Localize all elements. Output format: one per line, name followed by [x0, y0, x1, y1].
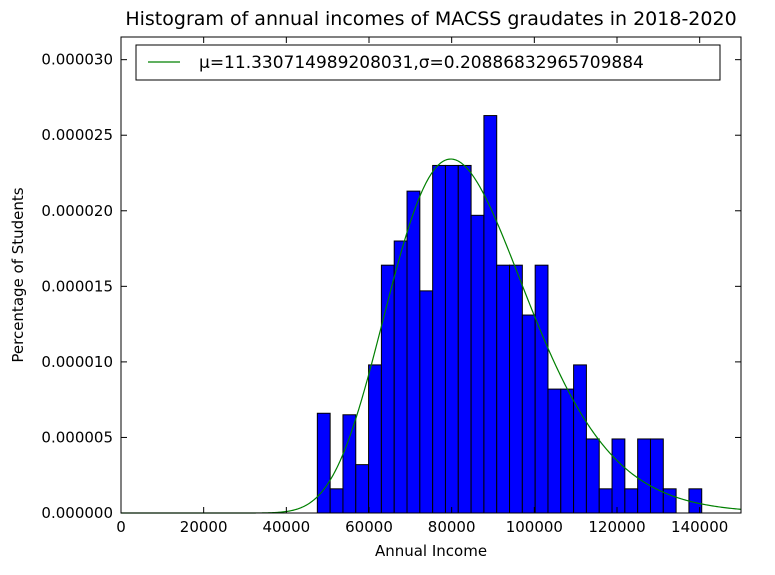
histogram-bar — [470, 214, 485, 514]
histogram-bar — [444, 164, 459, 514]
x-axis-label: Annual Income — [375, 542, 487, 560]
plot-frame — [120, 36, 742, 514]
histogram-bar — [393, 240, 408, 514]
histogram-bar — [432, 164, 446, 514]
x-tick-label: 40000 — [262, 518, 310, 536]
x-tick-label: 120000 — [588, 518, 645, 536]
histogram-bar — [483, 115, 498, 514]
y-tick-label: 0.000010 — [41, 353, 113, 371]
y-tick-label: 0.000015 — [41, 277, 113, 295]
histogram-bar — [649, 438, 664, 514]
histogram-bar — [521, 314, 536, 514]
histogram-bar — [496, 264, 511, 514]
histogram-bar — [598, 488, 613, 514]
x-tick-label: 140000 — [671, 518, 728, 536]
y-tick-label: 0.000030 — [41, 51, 113, 69]
histogram-bar — [342, 414, 357, 514]
y-axis-ticks: 0.000000 0.000005 0.000010 0.000015 0.000020… — [41, 51, 741, 522]
legend-box — [135, 44, 721, 81]
y-tick-label: 0.000025 — [41, 126, 113, 144]
y-axis-label: Percentage of Students — [9, 187, 27, 362]
x-tick-label: 20000 — [180, 518, 228, 536]
histogram-bar — [560, 388, 575, 514]
y-tick-label: 0.000000 — [41, 504, 113, 522]
histogram-bar — [547, 388, 562, 514]
histogram-bar — [585, 438, 600, 514]
histogram-bar — [406, 190, 421, 514]
x-tick-label: 100000 — [506, 518, 563, 536]
y-tick-label: 0.000005 — [41, 428, 113, 446]
histogram-bar — [329, 488, 344, 514]
x-axis-ticks: 0 20000 40000 60000 80000 100000 120000 140000 — [116, 37, 728, 536]
legend-label: μ=11.330714989208031,σ=0.208868329657098… — [199, 53, 644, 73]
x-tick-label: 60000 — [345, 518, 393, 536]
x-tick-label: 0 — [116, 518, 126, 536]
histogram-bar — [316, 412, 331, 514]
histogram-bar — [355, 464, 370, 514]
legend: μ=11.330714989208031,σ=0.208868329657098… — [135, 44, 721, 81]
histogram-bar — [368, 364, 382, 514]
x-tick-label: 80000 — [428, 518, 476, 536]
histogram-bar — [611, 438, 626, 514]
chart-title: Histogram of annual incomes of MACSS gra… — [125, 8, 736, 30]
histogram-bar — [624, 488, 639, 514]
histogram-bar — [637, 438, 651, 514]
histogram-bar — [534, 264, 549, 514]
histogram-bar — [509, 264, 523, 514]
histogram-bar — [419, 290, 434, 514]
histogram-bar — [457, 164, 472, 514]
y-tick-label: 0.000020 — [41, 202, 113, 220]
histogram-bar — [573, 364, 587, 514]
